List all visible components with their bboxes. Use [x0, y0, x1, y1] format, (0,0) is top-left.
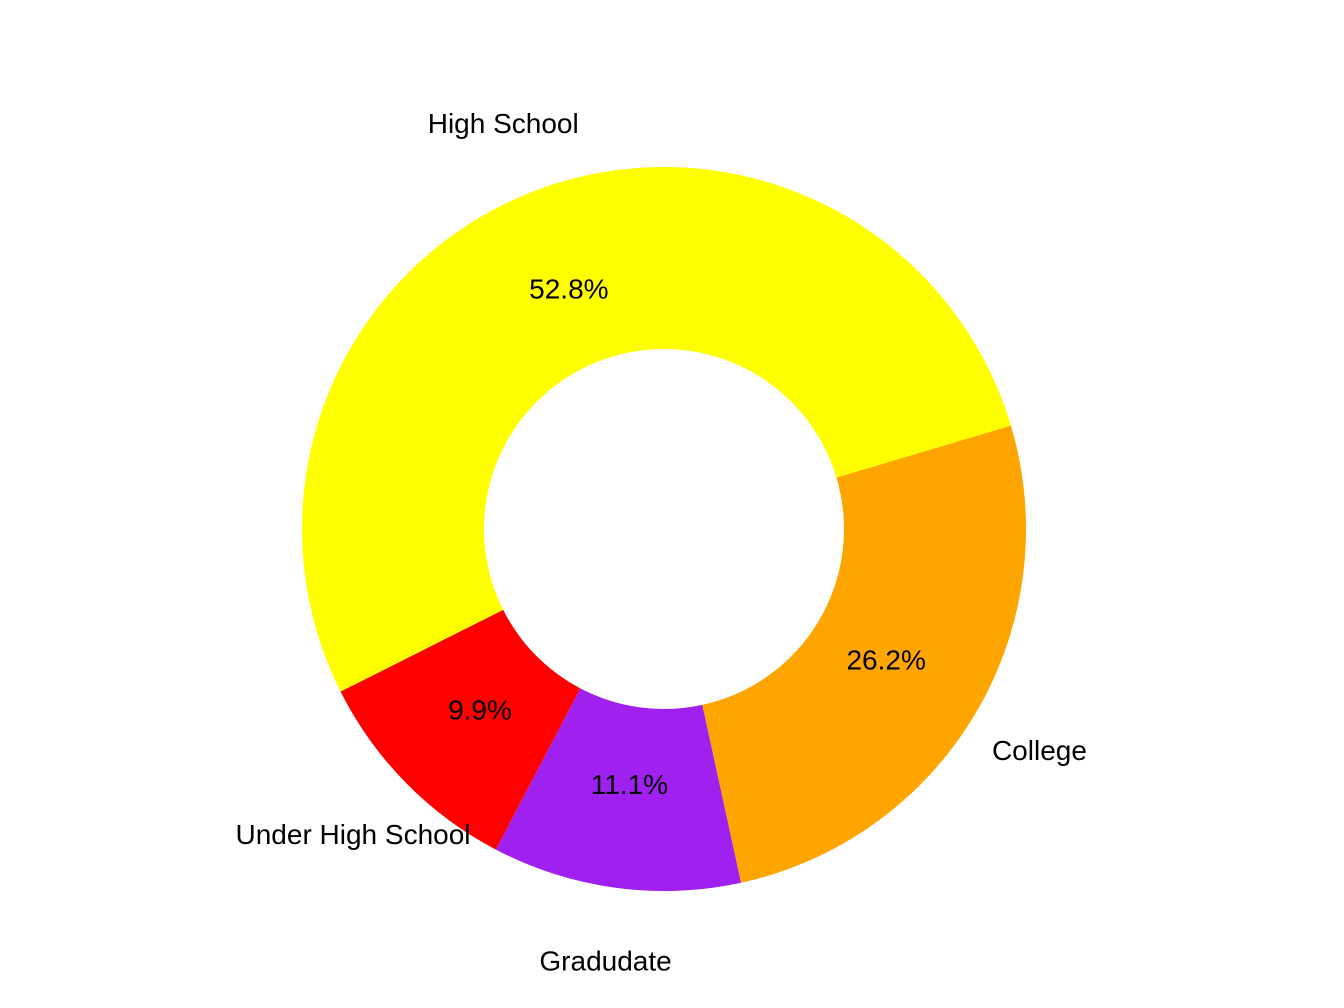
percent-label-under-high-school: 9.9% — [448, 694, 512, 725]
slice-college — [702, 425, 1026, 883]
category-label-gradudate: Gradudate — [539, 946, 671, 977]
category-label-college: College — [992, 735, 1087, 766]
percent-label-college: 26.2% — [846, 645, 925, 676]
category-label-under-high-school: Under High School — [236, 819, 471, 850]
category-label-high-school: High School — [428, 108, 579, 139]
slice-under-high-school — [340, 609, 581, 850]
percent-label-gradudate: 11.1% — [591, 769, 668, 800]
percent-label-high-school: 52.8% — [529, 274, 608, 305]
slice-high-school — [301, 166, 1011, 692]
slice-gradudate — [495, 688, 741, 892]
